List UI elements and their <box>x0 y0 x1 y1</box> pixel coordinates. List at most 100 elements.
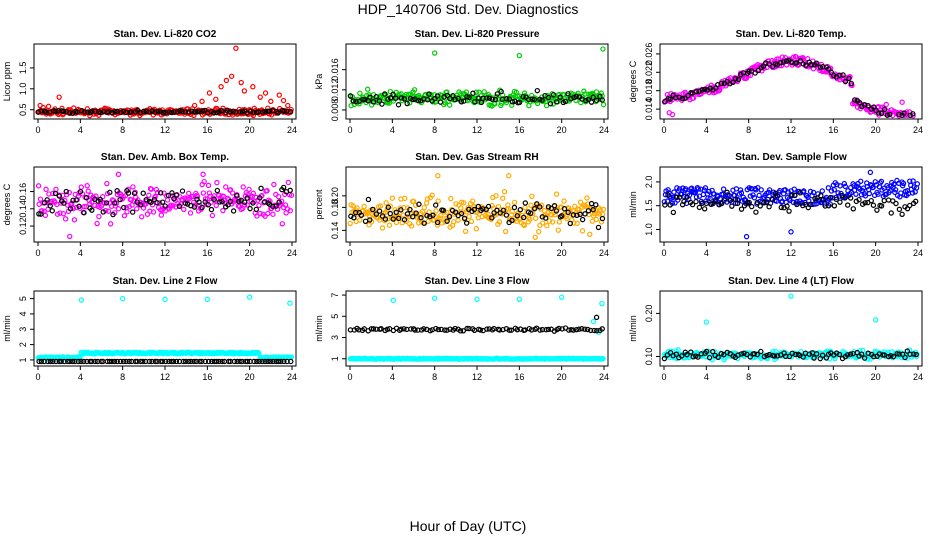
data-point <box>850 206 856 212</box>
data-point <box>503 212 510 218</box>
series-2 <box>347 87 605 108</box>
data-point <box>572 203 578 210</box>
data-point <box>370 326 377 332</box>
data-point <box>180 358 187 365</box>
data-point <box>182 358 189 365</box>
panel-title: Stan. Dev. Line 3 Flow <box>425 276 530 287</box>
data-point <box>500 195 506 201</box>
data-point <box>369 206 376 213</box>
data-point <box>350 98 357 104</box>
y-tick-label: 0.18 <box>330 199 340 217</box>
data-point <box>475 203 482 210</box>
data-point <box>509 99 516 105</box>
data-point <box>347 93 354 99</box>
panel-9: Stan. Dev. Line 4 (LT) Flow ml/min 0 4 8 12 16… <box>628 276 923 382</box>
data-point <box>833 196 840 203</box>
data-point <box>870 202 877 208</box>
data-point <box>278 358 284 365</box>
data-point <box>543 326 549 333</box>
data-point <box>494 91 501 97</box>
data-point <box>393 219 400 226</box>
data-point <box>65 202 71 208</box>
data-point <box>667 202 673 208</box>
data-point <box>396 91 402 97</box>
y-axis-label: Licor ppm <box>2 62 12 102</box>
data-point <box>125 190 132 196</box>
data-point <box>60 108 67 115</box>
data-point <box>273 203 279 209</box>
data-point <box>509 208 515 215</box>
data-point <box>287 207 294 214</box>
data-point <box>267 358 274 365</box>
data-point <box>214 109 220 116</box>
x-tick-label: 4 <box>390 125 395 135</box>
data-point <box>411 87 418 93</box>
data-point <box>279 221 285 227</box>
data-point <box>840 72 846 78</box>
data-point <box>159 199 166 205</box>
data-point <box>831 203 838 209</box>
data-point <box>130 184 136 190</box>
data-point <box>553 208 560 214</box>
series-2 <box>661 348 919 362</box>
x-tick-label: 12 <box>160 125 170 135</box>
data-point <box>688 349 694 355</box>
panel-title: Stan. Dev. Amb. Box Temp. <box>101 152 229 163</box>
data-point <box>62 216 69 222</box>
x-tick-label: 4 <box>704 372 709 382</box>
data-point <box>230 108 236 114</box>
x-tick-label: 0 <box>661 248 666 258</box>
data-point <box>761 353 768 360</box>
x-tick-label: 8 <box>746 248 751 258</box>
data-point <box>150 209 157 215</box>
data-point <box>118 109 124 116</box>
data-point <box>37 196 44 202</box>
data-point <box>462 228 469 235</box>
data-point <box>199 358 205 365</box>
data-point <box>186 109 192 115</box>
x-tick-label: 0 <box>35 372 40 382</box>
data-point <box>819 188 825 194</box>
series-2 <box>36 184 293 218</box>
data-point <box>556 325 562 332</box>
data-point <box>181 206 187 213</box>
data-point <box>227 198 234 205</box>
data-point <box>511 199 518 206</box>
y-tick-label: 1 <box>18 357 28 362</box>
data-point <box>547 101 554 107</box>
data-point <box>514 213 520 219</box>
data-point <box>590 94 596 100</box>
data-point <box>907 202 913 209</box>
data-point <box>853 191 859 197</box>
data-point <box>800 202 806 209</box>
data-point <box>819 352 826 358</box>
data-point <box>247 205 253 212</box>
data-point <box>197 358 203 365</box>
data-point <box>79 107 85 114</box>
data-point <box>911 184 917 190</box>
data-point <box>444 89 450 95</box>
data-point <box>741 350 747 356</box>
x-tick-label: 16 <box>514 372 524 382</box>
data-point <box>379 213 386 219</box>
data-point <box>146 109 152 115</box>
y-tick-label: 1 <box>330 356 340 361</box>
data-point <box>496 327 503 333</box>
x-tick-label: 4 <box>78 125 83 135</box>
data-point <box>389 195 396 201</box>
data-point <box>446 213 453 220</box>
data-point <box>194 193 201 200</box>
x-tick-label: 12 <box>160 372 170 382</box>
panel-6: Stan. Dev. Sample Flow ml/min 0 4 8 12 16 20 24 1… <box>628 152 923 258</box>
data-point <box>516 52 523 59</box>
data-point <box>47 203 53 209</box>
data-point <box>165 192 172 199</box>
data-point <box>715 354 721 360</box>
x-tick-label: 24 <box>287 372 297 382</box>
data-point <box>455 217 461 223</box>
data-point <box>516 296 523 303</box>
data-point <box>97 109 104 116</box>
data-point <box>377 203 384 209</box>
data-point <box>241 199 248 205</box>
